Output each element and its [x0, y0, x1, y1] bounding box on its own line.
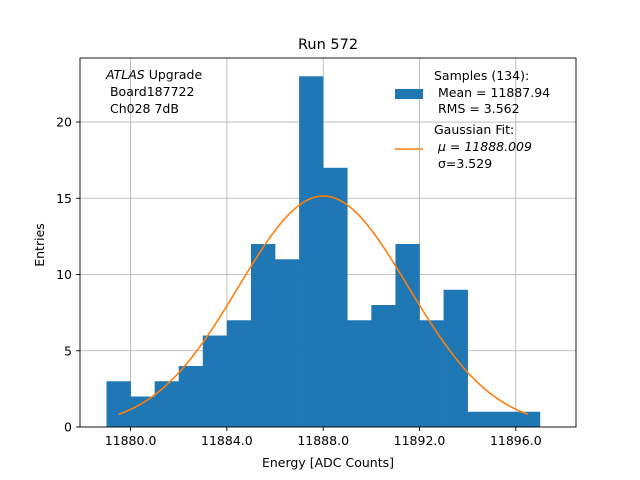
histogram-bar: [178, 366, 204, 427]
histogram-bar: [371, 305, 396, 427]
y-axis-label: Entries: [32, 223, 47, 267]
x-axis-ticks: 11880.0 11884.0 11888.0 11892.0 11896.0: [105, 427, 542, 448]
histogram-bar: [491, 411, 517, 427]
legend-samples-swatch: [395, 89, 423, 99]
histogram-bar: [250, 244, 276, 427]
chart-title: Run 572: [298, 37, 358, 53]
histogram-bar: [395, 244, 420, 427]
x-tick-label: 11892.0: [394, 433, 446, 448]
annotation-upgrade: Upgrade: [145, 67, 203, 82]
gaussian-fit: [118, 195, 529, 416]
annotation-line-1: ATLAS Upgrade: [105, 67, 202, 82]
atlas-annotation: ATLAS Upgrade Board187722 Ch028 7dB: [105, 67, 202, 116]
legend-mean-label: Mean = 11887.94: [434, 85, 550, 100]
plot-frame: [79, 57, 577, 428]
y-tick-label: 15: [56, 191, 72, 206]
legend-mu-label: μ = 11888.009: [434, 139, 532, 154]
legend-sigma-label: σ=3.529: [434, 156, 492, 171]
histogram-bar: [202, 335, 228, 427]
x-tick-label: 11884.0: [201, 433, 253, 448]
annotation-line-2: Board187722: [106, 84, 194, 99]
y-tick-label: 10: [56, 267, 72, 282]
x-axis-label: Energy [ADC Counts]: [262, 455, 394, 470]
legend-samples-label: Samples (134):: [434, 68, 529, 83]
annotation-atlas: ATLAS: [105, 67, 145, 82]
histogram-bar: [226, 320, 252, 427]
x-tick-label: 11880.0: [105, 433, 157, 448]
histogram-bars: [106, 76, 541, 428]
x-tick-label: 11888.0: [297, 433, 349, 448]
y-tick-label: 5: [64, 343, 72, 358]
legend-fit-label: Gaussian Fit:: [434, 122, 514, 137]
histogram-bar: [154, 381, 180, 427]
histogram-bar: [515, 411, 541, 427]
y-tick-label: 0: [64, 420, 72, 435]
histogram-bar: [106, 381, 131, 427]
legend-rms-label: RMS = 3.562: [434, 101, 520, 116]
histogram-bar: [347, 320, 372, 427]
histogram-bar: [323, 167, 348, 427]
y-tick-label: 20: [56, 115, 72, 130]
x-tick-label: 11896.0: [490, 433, 542, 448]
histogram-bar: [275, 259, 300, 427]
histogram-bar: [467, 411, 493, 427]
histogram-bar: [130, 396, 155, 427]
y-axis-ticks: 0 5 10 15 20: [56, 115, 80, 435]
legend: Samples (134): Mean = 11887.94 RMS = 3.5…: [395, 68, 550, 171]
gaussian-fit-curve: [118, 195, 529, 416]
annotation-line-3: Ch028 7dB: [106, 101, 179, 116]
histogram-bar: [419, 320, 444, 427]
histogram-bar: [299, 76, 324, 428]
